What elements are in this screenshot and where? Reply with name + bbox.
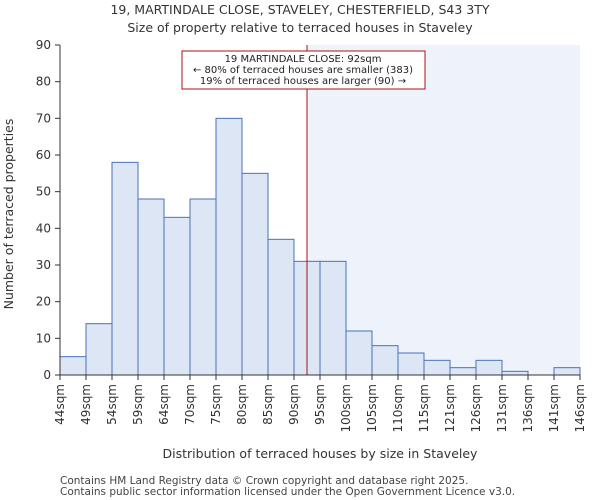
bar-100sqm bbox=[345, 330, 373, 376]
x-tick-label-141sqm: 141sqm bbox=[547, 384, 561, 432]
bar-131sqm bbox=[501, 370, 529, 376]
bar-59sqm bbox=[137, 198, 165, 376]
y-tick-label-60: 60 bbox=[36, 148, 51, 162]
bar-54sqm bbox=[111, 161, 139, 376]
bar-126sqm bbox=[475, 359, 503, 376]
x-tick-label-115sqm: 115sqm bbox=[417, 384, 431, 432]
x-tick-label-146sqm: 146sqm bbox=[573, 384, 587, 432]
x-tick-label-90sqm: 90sqm bbox=[287, 384, 301, 425]
x-tick-label-64sqm: 64sqm bbox=[157, 384, 171, 425]
larger-region-fill bbox=[307, 45, 580, 375]
y-tick-label-80: 80 bbox=[36, 75, 51, 89]
bar-85sqm bbox=[267, 238, 295, 376]
y-tick-label-10: 10 bbox=[36, 331, 51, 345]
annotation-line-3: 19% of terraced houses are larger (90) → bbox=[200, 76, 406, 87]
footer-line-2: Contains public sector information licen… bbox=[60, 486, 515, 498]
y-tick-label-70: 70 bbox=[36, 111, 51, 125]
x-tick-label-95sqm: 95sqm bbox=[313, 384, 327, 425]
y-tick-label-20: 20 bbox=[36, 295, 51, 309]
x-tick-label-80sqm: 80sqm bbox=[235, 384, 249, 425]
x-tick-label-85sqm: 85sqm bbox=[261, 384, 275, 425]
annotation-line-2: ← 80% of terraced houses are smaller (38… bbox=[193, 65, 413, 76]
x-tick-label-131sqm: 131sqm bbox=[495, 384, 509, 432]
x-tick-label-49sqm: 49sqm bbox=[79, 384, 93, 425]
bar-95sqm bbox=[319, 260, 347, 376]
bar-80sqm bbox=[241, 172, 269, 376]
bar-44sqm bbox=[59, 356, 87, 376]
bar-70sqm bbox=[189, 198, 217, 376]
y-tick-label-50: 50 bbox=[36, 185, 51, 199]
y-ticks: 0 10 20 30 40 50 60 70 80 90 bbox=[36, 38, 60, 382]
y-axis-label: Number of terraced properties bbox=[1, 119, 16, 310]
x-tick-label-44sqm: 44sqm bbox=[53, 384, 67, 425]
y-tick-label-40: 40 bbox=[36, 221, 51, 235]
x-tick-label-110sqm: 110sqm bbox=[391, 384, 405, 432]
chart-subtitle: Size of property relative to terraced ho… bbox=[127, 20, 473, 35]
x-tick-label-100sqm: 100sqm bbox=[339, 384, 353, 432]
bar-105sqm bbox=[371, 345, 399, 376]
y-tick-label-30: 30 bbox=[36, 258, 51, 272]
y-tick-label-90: 90 bbox=[36, 38, 51, 52]
footer-line-1: Contains HM Land Registry data © Crown c… bbox=[60, 475, 468, 487]
bar-110sqm bbox=[397, 352, 425, 376]
bar-121sqm bbox=[449, 367, 477, 376]
bar-49sqm bbox=[85, 323, 113, 376]
x-tick-label-126sqm: 126sqm bbox=[469, 384, 483, 432]
x-tick-label-59sqm: 59sqm bbox=[131, 384, 145, 425]
chart-title: 19, MARTINDALE CLOSE, STAVELEY, CHESTERF… bbox=[110, 2, 489, 17]
annotation-border bbox=[181, 50, 426, 90]
bar-64sqm bbox=[163, 216, 191, 376]
x-tick-label-136sqm: 136sqm bbox=[521, 384, 535, 432]
bar-115sqm bbox=[423, 359, 451, 376]
x-tick-label-105sqm: 105sqm bbox=[365, 384, 379, 432]
x-tick-label-121sqm: 121sqm bbox=[443, 384, 457, 432]
bar-75sqm bbox=[215, 117, 243, 376]
larger-region bbox=[307, 45, 580, 375]
x-axis-label: Distribution of terraced houses by size … bbox=[163, 446, 479, 461]
x-tick-label-70sqm: 70sqm bbox=[183, 384, 197, 425]
annotation-line-1: 19 MARTINDALE CLOSE: 92sqm bbox=[225, 54, 382, 65]
bar-141sqm bbox=[553, 367, 581, 376]
annotation-box: 19 MARTINDALE CLOSE: 92sqm ← 80% of terr… bbox=[181, 50, 426, 90]
y-tick-label-0: 0 bbox=[43, 368, 51, 382]
x-ticks: 44sqm 49sqm 54sqm 59sqm 64sqm 70sqm 75sqm 80sqm… bbox=[53, 375, 587, 432]
x-tick-label-54sqm: 54sqm bbox=[105, 384, 119, 425]
x-tick-label-75sqm: 75sqm bbox=[209, 384, 223, 425]
